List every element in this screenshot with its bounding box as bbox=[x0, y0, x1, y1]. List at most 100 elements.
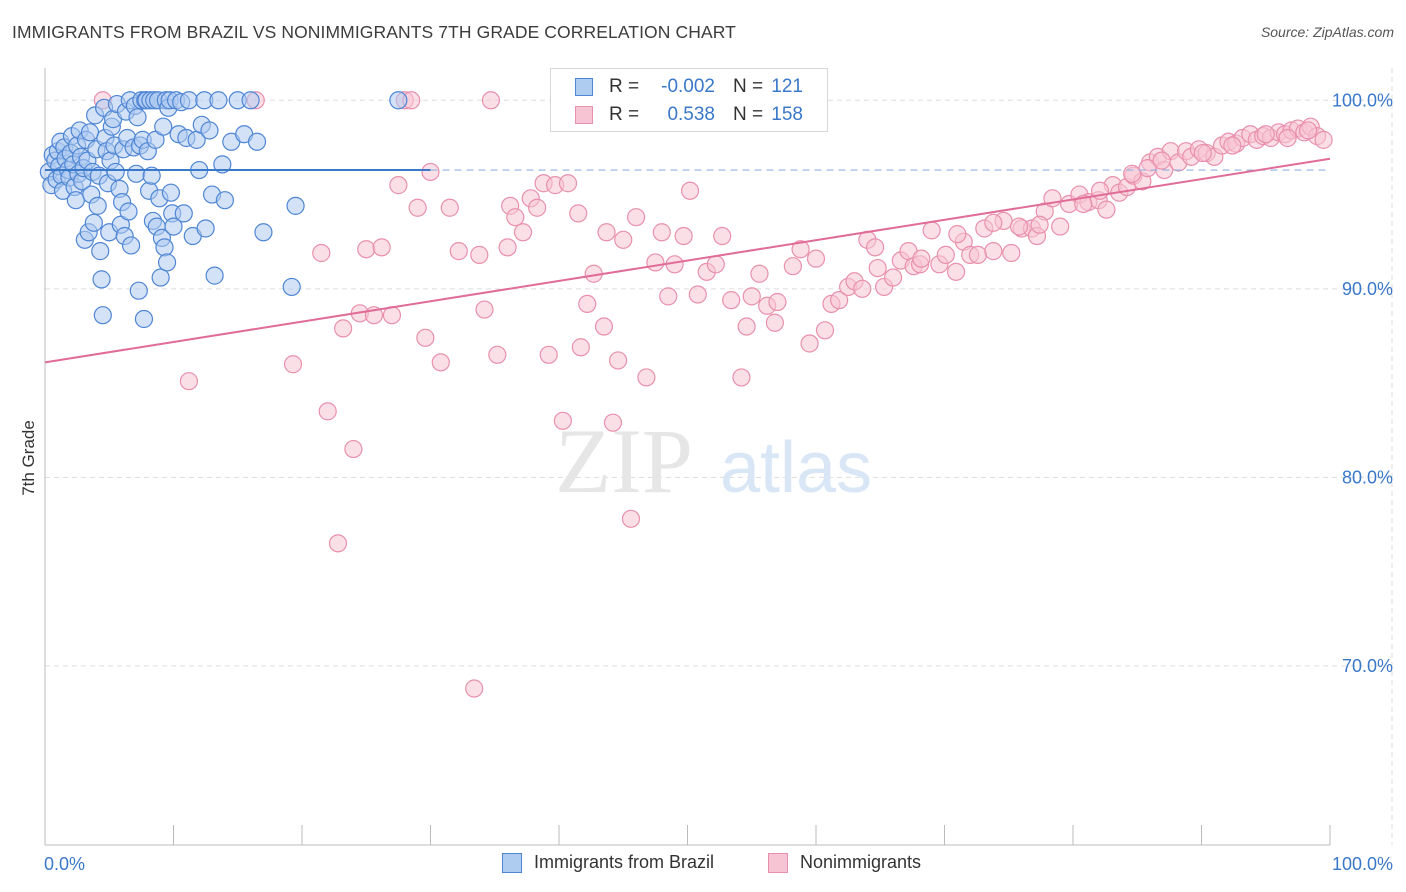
y-tick-label: 70.0% bbox=[1342, 656, 1393, 676]
legend-r-label: R = bbox=[609, 76, 640, 97]
chart-title: IMMIGRANTS FROM BRAZIL VS NONIMMIGRANTS … bbox=[12, 22, 736, 42]
nonimmigrants-point bbox=[853, 279, 872, 298]
nonimmigrants-point bbox=[594, 317, 614, 336]
nonimmigrants-point bbox=[470, 245, 489, 264]
nonimmigrants-point bbox=[603, 413, 623, 432]
brazil-point bbox=[142, 166, 161, 185]
brazil-point bbox=[241, 91, 260, 110]
nonimmigrants-point bbox=[868, 258, 887, 278]
nonimmigrants-point bbox=[984, 242, 1003, 261]
brazil-point bbox=[161, 183, 181, 202]
legend-n-value: 121 bbox=[771, 76, 803, 97]
nonimmigrants-point bbox=[722, 291, 741, 310]
stats-legend: R = -0.002 N = 121 R = 0.538 N = 158 bbox=[550, 68, 828, 132]
y-axis-title: 7th Grade bbox=[19, 420, 38, 496]
nonimmigrants-point bbox=[1051, 217, 1070, 236]
nonimmigrants-point bbox=[597, 223, 616, 242]
nonimmigrants-point bbox=[750, 264, 769, 283]
nonimmigrants-point bbox=[830, 291, 849, 310]
nonimmigrants-point bbox=[737, 317, 756, 336]
nonimmigrants-point bbox=[706, 255, 725, 274]
nonimmigrants-point bbox=[179, 372, 199, 391]
x-tick-label: 100.0% bbox=[1332, 854, 1393, 874]
nonimmigrants-point bbox=[416, 328, 435, 347]
brazil-point bbox=[174, 204, 193, 223]
trend-lines bbox=[44, 157, 1331, 364]
nonimmigrants-point bbox=[609, 351, 628, 370]
legend-item-brazil[interactable]: Immigrants from Brazil bbox=[502, 852, 714, 873]
axes bbox=[44, 68, 1331, 846]
watermark: ZIP atlas bbox=[555, 410, 872, 512]
nonimmigrants-point bbox=[1002, 243, 1021, 263]
legend-swatch-pink bbox=[575, 106, 593, 124]
nonimmigrants-point bbox=[389, 176, 408, 195]
nonimmigrants-point bbox=[713, 226, 732, 246]
nonimmigrants-point bbox=[528, 198, 547, 217]
nonimmigrants-point bbox=[571, 338, 590, 357]
gridlines bbox=[45, 68, 1393, 845]
brazil-point bbox=[157, 253, 177, 272]
brazil-point bbox=[164, 217, 183, 236]
nonimmigrants-point bbox=[652, 223, 671, 242]
brazil-point bbox=[282, 277, 301, 297]
x-tick-label: 0.0% bbox=[44, 854, 85, 874]
nonimmigrants-point bbox=[866, 238, 885, 257]
brazil-point bbox=[129, 281, 148, 300]
nonimmigrants-point bbox=[806, 249, 826, 268]
legend-n-value: 158 bbox=[771, 104, 803, 125]
nonimmigrants-point bbox=[674, 226, 693, 246]
nonimmigrants-point bbox=[621, 509, 641, 528]
brazil-point bbox=[215, 191, 234, 210]
brazil-point bbox=[196, 219, 215, 238]
nonimmigrants-point bbox=[1278, 128, 1297, 148]
nonimmigrants-point bbox=[1256, 125, 1275, 144]
nonimmigrants-point bbox=[578, 294, 597, 313]
watermark-atlas: atlas bbox=[720, 428, 872, 508]
legend-n-label: N = bbox=[733, 76, 764, 97]
nonimmigrants-point bbox=[659, 287, 678, 306]
brazil-point bbox=[88, 196, 107, 215]
nonimmigrants-point bbox=[680, 181, 700, 200]
legend-r-label: R = bbox=[609, 104, 640, 125]
nonimmigrants-point bbox=[1193, 143, 1212, 163]
nonimmigrants-point bbox=[1030, 215, 1049, 234]
nonimmigrants-point bbox=[475, 300, 494, 319]
nonimmigrants-point bbox=[283, 355, 303, 374]
nonimmigrants-point bbox=[569, 204, 588, 223]
nonimmigrants-point bbox=[488, 345, 507, 364]
nonimmigrants-point bbox=[791, 240, 810, 259]
y-tick-label: 100.0% bbox=[1332, 90, 1393, 110]
brazil-point bbox=[121, 236, 141, 255]
legend-item-nonimmigrants[interactable]: Nonimmigrants bbox=[768, 852, 921, 873]
nonimmigrants-points bbox=[93, 91, 1333, 698]
nonimmigrants-point bbox=[1074, 194, 1093, 214]
brazil-point bbox=[209, 91, 228, 110]
nonimmigrants-point bbox=[948, 225, 967, 244]
brazil-point bbox=[106, 162, 125, 182]
y-tick-label: 80.0% bbox=[1342, 467, 1393, 487]
nonimmigrants-point bbox=[328, 534, 348, 553]
nonimmigrants-point bbox=[498, 238, 517, 257]
brazil-point bbox=[389, 91, 408, 110]
nonimmigrants-point bbox=[431, 353, 450, 372]
nonimmigrants-point bbox=[421, 162, 440, 182]
brazil-point bbox=[93, 306, 112, 325]
watermark-zip: ZIP bbox=[555, 410, 693, 512]
nonimmigrants-point bbox=[1223, 136, 1242, 155]
nonimmigrants-point bbox=[312, 243, 331, 263]
legend-row-brazil: R = -0.002 N = 121 bbox=[551, 73, 827, 101]
nonimmigrants-point bbox=[1299, 121, 1318, 140]
brazil-point bbox=[213, 155, 232, 174]
nonimmigrants-point bbox=[783, 257, 802, 276]
axis-labels: 70.0% 80.0% 90.0% 100.0% 0.0% 100.0% 7th Grade bbox=[19, 90, 1393, 874]
nonimmigrants-point bbox=[946, 262, 966, 281]
nonimmigrants-point bbox=[465, 679, 484, 698]
nonimmigrants-point bbox=[742, 287, 761, 306]
legend-r-value: -0.002 bbox=[661, 76, 715, 97]
nonimmigrants-point bbox=[539, 345, 558, 364]
nonimmigrants-trend-line bbox=[44, 157, 1331, 364]
brazil-point bbox=[151, 268, 170, 287]
nonimmigrants-point bbox=[765, 313, 784, 332]
legend-swatch-blue bbox=[502, 852, 522, 873]
nonimmigrants-point bbox=[637, 368, 656, 387]
